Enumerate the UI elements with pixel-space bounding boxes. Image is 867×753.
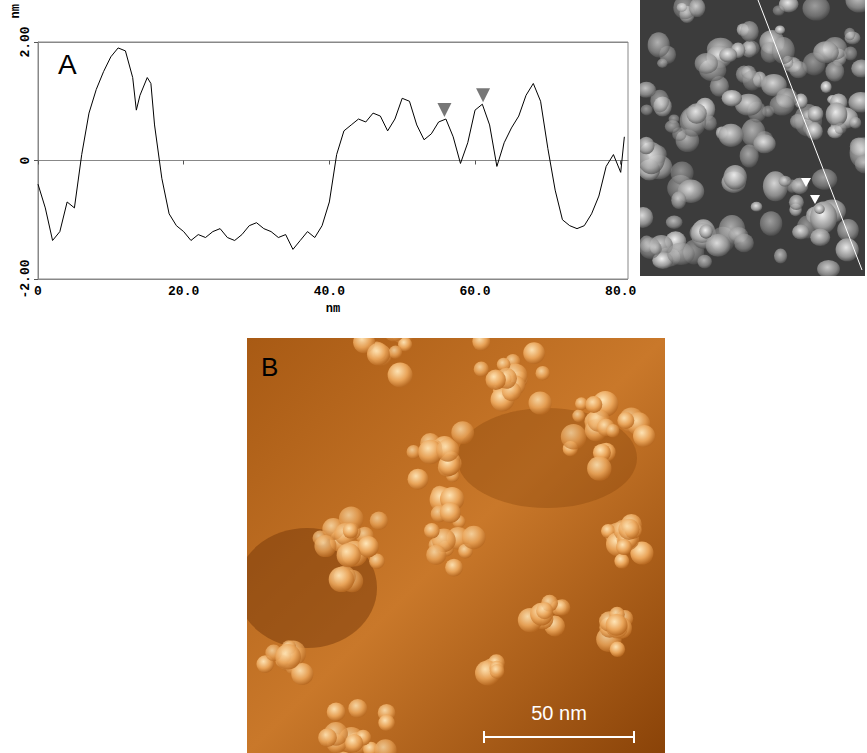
svg-text:2.00: 2.00 bbox=[18, 26, 33, 57]
svg-text:80.0: 80.0 bbox=[605, 284, 636, 299]
svg-text:A: A bbox=[58, 49, 77, 80]
svg-text:nm: nm bbox=[9, 4, 23, 18]
svg-text:nm: nm bbox=[326, 302, 340, 316]
svg-text:B: B bbox=[261, 352, 278, 382]
svg-text:0: 0 bbox=[34, 284, 42, 299]
svg-text:0: 0 bbox=[18, 156, 33, 164]
svg-text:-2.00: -2.00 bbox=[18, 259, 33, 298]
svg-text:40.0: 40.0 bbox=[314, 284, 345, 299]
svg-text:20.0: 20.0 bbox=[168, 284, 199, 299]
svg-text:60.0: 60.0 bbox=[459, 284, 490, 299]
svg-text:50 nm: 50 nm bbox=[531, 702, 587, 724]
